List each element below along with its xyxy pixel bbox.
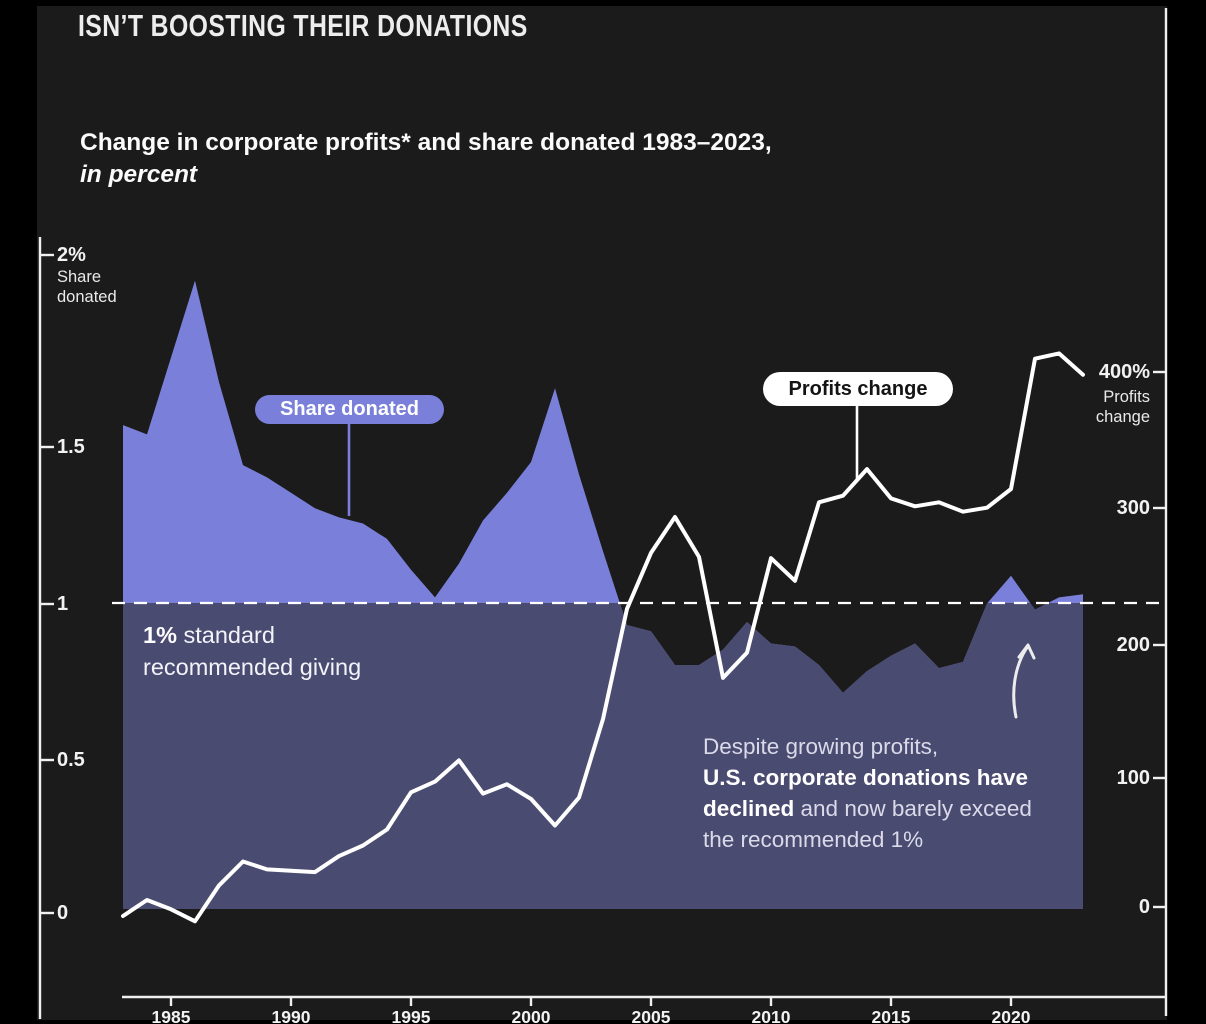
- page-title: ISN’T BOOSTING THEIR DONATIONS: [78, 8, 528, 43]
- x-axis-tick-label: 2005: [631, 1007, 671, 1024]
- share-donated-area-below-standard: [123, 603, 1083, 909]
- chart-subtitle: Change in corporate profits* and share d…: [80, 127, 772, 191]
- x-axis-tick-label: 2015: [871, 1007, 911, 1024]
- despite-growing-profits-note: Despite growing profits, U.S. corporate …: [703, 734, 1032, 852]
- x-axis-tick-label: 1990: [271, 1007, 311, 1024]
- right-axis-tick-label: 200: [1116, 634, 1150, 656]
- left-axis-tick-label: 0.5: [57, 749, 85, 771]
- right-axis-tick-label: 0: [1138, 896, 1150, 918]
- x-axis-tick-label: 1995: [391, 1007, 431, 1024]
- x-axis-tick-label: 2000: [511, 1007, 551, 1024]
- right-axis-tick-label: 100: [1116, 767, 1150, 789]
- subtitle-line-2: in percent: [80, 161, 198, 188]
- right-axis-tick-label: 400%: [1098, 361, 1150, 383]
- axes: [38, 8, 1168, 1019]
- left-axis-tick-label: 0: [57, 902, 69, 924]
- x-axis-tick-label: 1985: [151, 1007, 191, 1024]
- upward-arrow-icon: [1012, 643, 1036, 719]
- axis-tick-marks: [41, 253, 1166, 1006]
- x-axis-tick-label: 2010: [751, 1007, 791, 1024]
- profits-change-tag: Profits change: [763, 372, 953, 406]
- subtitle-line-1: Change in corporate profits* and share d…: [80, 129, 772, 156]
- profits-change-line: [121, 351, 1085, 924]
- x-axis-tick-label: 2020: [991, 1007, 1031, 1024]
- right-axis-tick-label: 300: [1116, 497, 1150, 519]
- one-percent-standard-note: 1% standard recommended giving: [143, 622, 362, 680]
- left-axis-tick-label: 1.5: [57, 436, 85, 458]
- left-axis-tick-label: 1: [57, 593, 69, 615]
- left-axis-unit-label: Share donated: [57, 268, 117, 306]
- right-axis-unit-label: Profits change: [1095, 388, 1150, 426]
- left-axis-tick-label: 2%: [57, 244, 86, 266]
- share-donated-tag: Share donated: [255, 395, 444, 424]
